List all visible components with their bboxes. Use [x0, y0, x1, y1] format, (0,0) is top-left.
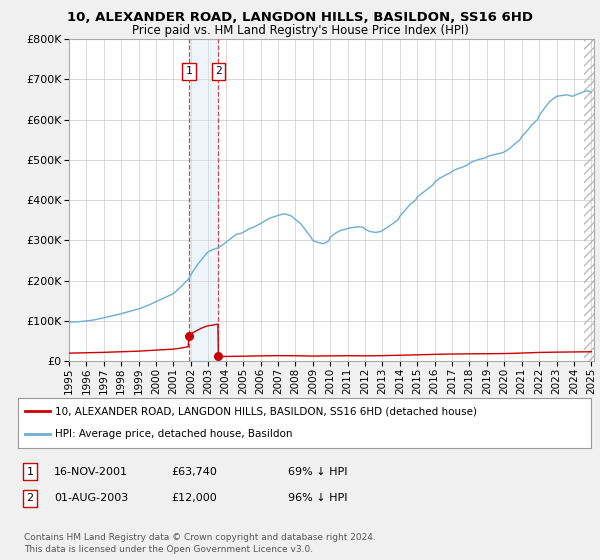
Text: 69% ↓ HPI: 69% ↓ HPI	[288, 466, 347, 477]
Text: 10, ALEXANDER ROAD, LANGDON HILLS, BASILDON, SS16 6HD: 10, ALEXANDER ROAD, LANGDON HILLS, BASIL…	[67, 11, 533, 24]
Text: £63,740: £63,740	[171, 466, 217, 477]
Text: 1: 1	[185, 67, 192, 76]
Text: 10, ALEXANDER ROAD, LANGDON HILLS, BASILDON, SS16 6HD (detached house): 10, ALEXANDER ROAD, LANGDON HILLS, BASIL…	[55, 406, 477, 416]
Text: HPI: Average price, detached house, Basildon: HPI: Average price, detached house, Basi…	[55, 430, 293, 440]
Text: 96% ↓ HPI: 96% ↓ HPI	[288, 493, 347, 503]
Text: 1: 1	[26, 466, 34, 477]
Text: £12,000: £12,000	[171, 493, 217, 503]
Text: Price paid vs. HM Land Registry's House Price Index (HPI): Price paid vs. HM Land Registry's House …	[131, 24, 469, 36]
Text: This data is licensed under the Open Government Licence v3.0.: This data is licensed under the Open Gov…	[24, 545, 313, 554]
Bar	[189, 39, 218, 361]
Text: 01-AUG-2003: 01-AUG-2003	[54, 493, 128, 503]
Text: 2: 2	[215, 67, 222, 76]
Text: Contains HM Land Registry data © Crown copyright and database right 2024.: Contains HM Land Registry data © Crown c…	[24, 533, 376, 542]
Text: 16-NOV-2001: 16-NOV-2001	[54, 466, 128, 477]
Text: 2: 2	[26, 493, 34, 503]
